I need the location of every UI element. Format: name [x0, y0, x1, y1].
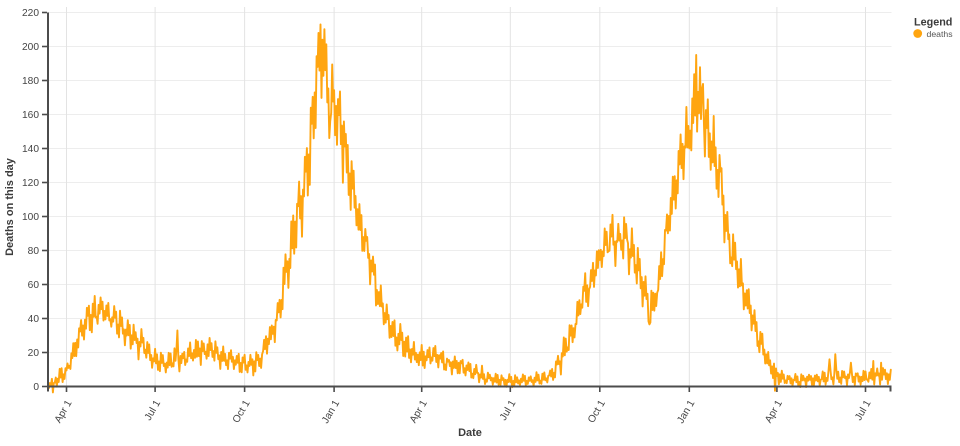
svg-text:80: 80	[28, 246, 40, 257]
svg-text:20: 20	[28, 348, 40, 359]
svg-text:180: 180	[22, 76, 39, 87]
svg-text:120: 120	[22, 178, 39, 189]
svg-text:Legend: Legend	[914, 17, 952, 29]
svg-text:40: 40	[28, 314, 40, 325]
svg-text:Date: Date	[458, 427, 482, 439]
svg-text:60: 60	[28, 280, 40, 291]
svg-text:deaths: deaths	[927, 29, 954, 39]
svg-text:220: 220	[22, 8, 39, 19]
svg-text:140: 140	[22, 144, 39, 155]
svg-text:160: 160	[22, 110, 39, 121]
svg-text:0: 0	[33, 382, 39, 393]
svg-text:Deaths on this day: Deaths on this day	[4, 157, 16, 256]
svg-text:100: 100	[22, 212, 39, 223]
svg-text:200: 200	[22, 42, 39, 53]
